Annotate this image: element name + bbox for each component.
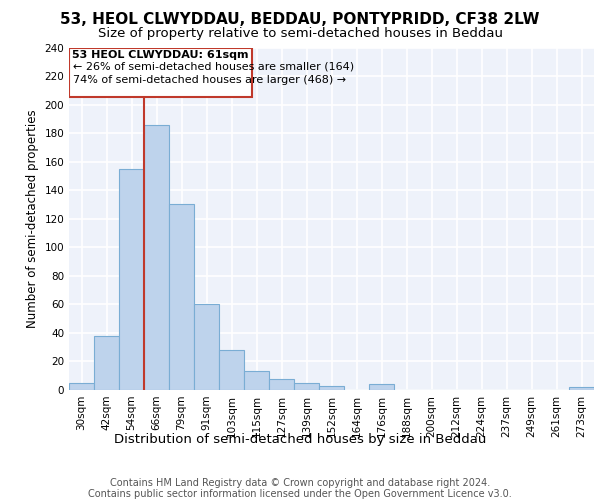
Bar [319,386,344,390]
Bar [69,383,94,390]
Text: Size of property relative to semi-detached houses in Beddau: Size of property relative to semi-detach… [97,28,503,40]
Text: Contains public sector information licensed under the Open Government Licence v3: Contains public sector information licen… [88,489,512,499]
Bar [369,384,394,390]
Bar [119,169,144,390]
FancyBboxPatch shape [69,48,251,98]
Bar [269,378,294,390]
Text: 74% of semi-detached houses are larger (468) →: 74% of semi-detached houses are larger (… [73,74,346,85]
Text: Distribution of semi-detached houses by size in Beddau: Distribution of semi-detached houses by … [114,432,486,446]
Bar [144,124,169,390]
Text: Contains HM Land Registry data © Crown copyright and database right 2024.: Contains HM Land Registry data © Crown c… [110,478,490,488]
Bar [244,372,269,390]
Bar [94,336,119,390]
Bar [219,350,244,390]
Text: 53 HEOL CLWYDDAU: 61sqm: 53 HEOL CLWYDDAU: 61sqm [72,50,248,60]
Text: 53, HEOL CLWYDDAU, BEDDAU, PONTYPRIDD, CF38 2LW: 53, HEOL CLWYDDAU, BEDDAU, PONTYPRIDD, C… [60,12,540,28]
Bar [569,387,594,390]
Bar [294,383,319,390]
Bar [169,204,194,390]
Bar [194,304,219,390]
Text: ← 26% of semi-detached houses are smaller (164): ← 26% of semi-detached houses are smalle… [73,62,354,72]
Y-axis label: Number of semi-detached properties: Number of semi-detached properties [26,110,39,328]
